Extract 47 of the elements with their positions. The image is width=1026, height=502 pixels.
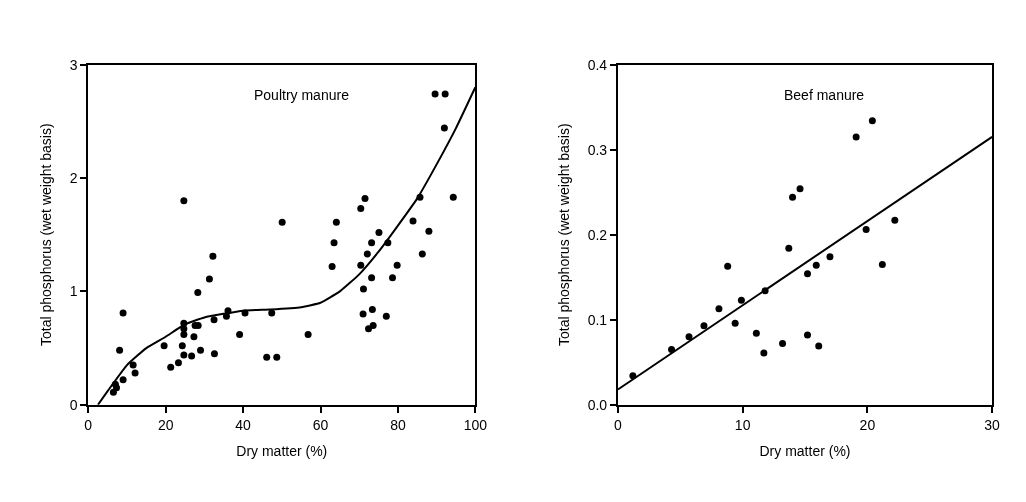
- x-tick-label: 20: [859, 416, 876, 433]
- y-axis-title: Total phosphorus (wet weight basis): [555, 123, 572, 346]
- point: [826, 253, 834, 261]
- x-tick-label: 100: [463, 416, 488, 433]
- point: [878, 260, 886, 268]
- point: [685, 333, 693, 341]
- point: [731, 319, 739, 327]
- point: [752, 329, 760, 337]
- y-tick-label: 0.0: [587, 396, 608, 413]
- x-axis-title: Dry matter (%): [236, 443, 328, 460]
- point: [737, 296, 745, 304]
- point: [815, 342, 823, 350]
- y-axis-title: Total phosphorus (wet weight basis): [37, 123, 54, 346]
- point: [812, 261, 820, 269]
- x-tick-label: 10: [734, 416, 751, 433]
- point: [785, 244, 793, 252]
- x-tick-label: 0: [84, 416, 93, 433]
- x-tick-label: 20: [157, 416, 174, 433]
- point: [862, 226, 870, 234]
- x-tick-label: 80: [390, 416, 406, 433]
- y-tick-label: 0.1: [587, 311, 608, 328]
- point: [724, 262, 732, 270]
- x-tick-label: 0: [614, 416, 622, 433]
- annotation: Beef manure: [784, 87, 865, 103]
- x-axis-title: Dry matter (%): [759, 443, 851, 460]
- x-tick-label: 40: [235, 416, 252, 433]
- x-tick-label: 60: [312, 416, 329, 433]
- point: [779, 340, 787, 348]
- y-tick-label: 2: [69, 169, 78, 186]
- y-tick-label: 0.4: [587, 56, 608, 73]
- point: [868, 117, 876, 125]
- point: [891, 216, 899, 224]
- point: [804, 270, 811, 278]
- point: [804, 331, 811, 339]
- y-tick-label: 0: [69, 396, 78, 413]
- point: [715, 305, 723, 313]
- point: [760, 349, 768, 357]
- point: [796, 185, 804, 193]
- y-tick-label: 0.3: [587, 141, 608, 158]
- y-tick-label: 1: [69, 283, 78, 300]
- annotation: Poultry manure: [254, 87, 350, 103]
- point: [789, 193, 797, 201]
- point: [700, 322, 708, 330]
- x-tick-label: 30: [984, 416, 1001, 433]
- point: [852, 133, 860, 141]
- y-tick-label: 3: [69, 56, 78, 73]
- y-tick-label: 0.2: [587, 226, 608, 243]
